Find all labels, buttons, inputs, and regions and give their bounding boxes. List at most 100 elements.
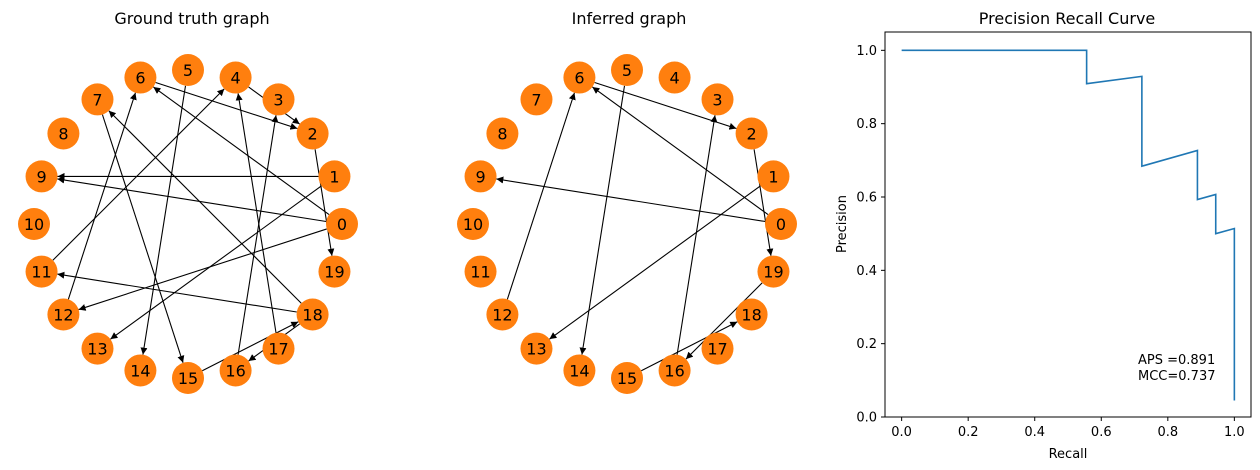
y-tick-label: 0.4 [856, 264, 877, 279]
gt-node-15 [172, 362, 204, 394]
gt-edge-5-to-14 [140, 85, 187, 355]
y-axis-ticks: 0.0 0.2 0.4 0.6 0.8 1.0 [856, 44, 885, 426]
gt-node-label-18: 18 [302, 306, 322, 325]
gt-edge-17-to-4 [235, 93, 277, 333]
aps-annotation: APS =0.891 [1138, 353, 1215, 368]
inf-edge-16-to-3 [676, 115, 718, 355]
inf-node-label-16: 16 [664, 361, 684, 380]
gt-node-label-1: 1 [329, 167, 339, 186]
inferred-edges [496, 81, 774, 372]
inf-node-label-18: 18 [741, 306, 761, 325]
gt-node-3 [262, 83, 295, 116]
inf-node-6 [563, 61, 596, 94]
gt-node-13 [81, 332, 114, 365]
gt-node-8 [47, 117, 80, 150]
x-tick-label: 0.4 [1024, 425, 1045, 440]
gt-edge-2-to-19 [314, 149, 335, 256]
gt-node-19 [318, 255, 351, 288]
inf-node-label-11: 11 [470, 263, 490, 282]
x-tick-label: 0.8 [1157, 425, 1178, 440]
gt-node-7 [81, 83, 114, 116]
gt-node-14 [124, 354, 157, 387]
y-tick-label: 0.0 [856, 411, 877, 426]
inf-node-label-19: 19 [763, 263, 783, 282]
gt-node-18 [296, 298, 329, 331]
gt-node-label-7: 7 [92, 90, 102, 109]
inf-node-0 [765, 208, 797, 240]
x-tick-label: 0.6 [1091, 425, 1112, 440]
gt-node-12 [47, 298, 80, 331]
gt-edge-18-to-11 [57, 271, 297, 313]
inf-node-label-3: 3 [712, 90, 722, 109]
mcc-annotation: MCC=0.737 [1138, 369, 1215, 384]
x-tick-label: 1.0 [1224, 425, 1245, 440]
gt-edge-18-to-7 [108, 110, 302, 304]
y-tick-label: 0.2 [856, 337, 877, 352]
gt-node-0 [326, 208, 358, 240]
gt-node-label-14: 14 [130, 361, 150, 380]
gt-node-label-9: 9 [36, 167, 46, 186]
y-tick-label: 1.0 [856, 44, 877, 59]
inf-node-label-2: 2 [746, 124, 756, 143]
gt-edge-12-to-6 [67, 92, 137, 300]
gt-node-label-13: 13 [87, 340, 107, 359]
inf-edge-2-to-19 [753, 149, 774, 256]
inf-node-3 [701, 83, 734, 116]
ground-truth-edges [52, 81, 335, 372]
gt-node-6 [124, 61, 157, 94]
x-axis-label: Recall [1049, 447, 1088, 462]
inf-node-label-17: 17 [707, 340, 727, 359]
inf-edge-0-to-6 [592, 86, 769, 216]
gt-node-label-4: 4 [230, 69, 240, 88]
gt-node-5 [172, 54, 204, 86]
inf-node-17 [701, 332, 734, 365]
inf-node-19 [757, 255, 790, 288]
inf-node-label-10: 10 [463, 215, 483, 234]
inf-node-label-4: 4 [669, 69, 679, 88]
gt-node-17 [262, 332, 295, 365]
gt-node-2 [296, 117, 329, 150]
inf-node-label-1: 1 [768, 167, 778, 186]
gt-node-label-19: 19 [324, 263, 344, 282]
gt-node-label-15: 15 [178, 369, 198, 388]
inf-edge-5-to-14 [579, 85, 626, 355]
inf-node-14 [563, 354, 596, 387]
gt-node-1 [318, 160, 351, 193]
inf-node-7 [520, 83, 553, 116]
inf-edge-12-to-6 [506, 92, 576, 300]
plot-area-frame [884, 31, 1252, 418]
inf-node-label-0: 0 [776, 215, 786, 234]
gt-node-label-3: 3 [273, 90, 283, 109]
gt-edge-0-to-12 [78, 228, 327, 311]
gt-edge-0-to-6 [153, 86, 330, 216]
gt-node-4 [219, 61, 252, 94]
gt-node-label-17: 17 [268, 340, 288, 359]
inf-node-9 [464, 160, 497, 193]
gt-node-11 [25, 255, 58, 288]
inf-node-5 [611, 54, 643, 86]
gt-edge-15-to-18 [202, 321, 299, 372]
gt-edge-1-to-13 [110, 185, 322, 340]
inf-edge-0-to-9 [496, 176, 766, 223]
gt-edge-7-to-15 [101, 114, 185, 363]
precision-recall-curve-line [901, 49, 1236, 401]
inf-node-2 [735, 117, 768, 150]
gt-node-label-2: 2 [307, 124, 317, 143]
inf-node-label-14: 14 [569, 361, 589, 380]
gt-node-label-6: 6 [135, 69, 145, 88]
inf-node-4 [658, 61, 691, 94]
gt-node-label-12: 12 [53, 306, 73, 325]
inf-node-8 [486, 117, 519, 150]
precision-recall-panel: Precision Recall Curve 0.0 0.2 0.4 0.6 0.8 1.… [835, 9, 1252, 462]
gt-node-10 [18, 208, 50, 240]
gt-node-label-11: 11 [31, 263, 51, 282]
gt-node-label-0: 0 [337, 215, 347, 234]
inf-node-16 [658, 354, 691, 387]
inf-node-label-6: 6 [574, 69, 584, 88]
gt-node-9 [25, 160, 58, 193]
